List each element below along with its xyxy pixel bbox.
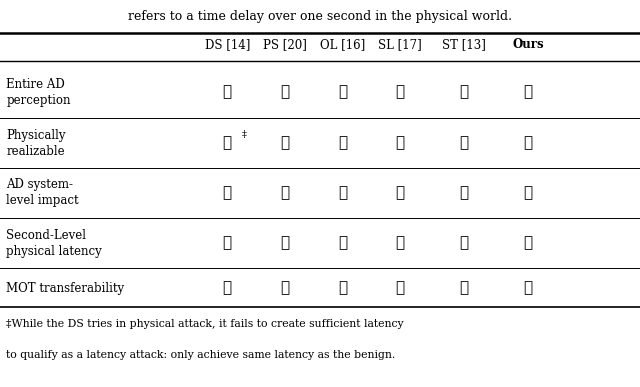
Text: ‡: ‡ [241, 130, 246, 139]
Text: PS [20]: PS [20] [263, 38, 307, 51]
Text: ✗: ✗ [223, 236, 232, 250]
Text: ✓: ✓ [524, 186, 532, 200]
Text: ✗: ✗ [280, 186, 289, 200]
Text: ✓: ✓ [460, 281, 468, 295]
Text: Ours: Ours [512, 38, 544, 51]
Text: ✓: ✓ [524, 236, 532, 250]
Text: ‡While the DS tries in physical attack, it fails to create sufficient latency: ‡While the DS tries in physical attack, … [6, 319, 404, 329]
Text: ✗: ✗ [338, 85, 347, 99]
Text: MOT transferability: MOT transferability [6, 282, 125, 295]
Text: ✗: ✗ [338, 186, 347, 200]
Text: OL [16]: OL [16] [320, 38, 365, 51]
Text: DS [14]: DS [14] [205, 38, 250, 51]
Text: ✗: ✗ [223, 281, 232, 295]
Text: AD system-
level impact: AD system- level impact [6, 178, 79, 207]
Text: ✗: ✗ [338, 136, 347, 150]
Text: ✗: ✗ [460, 136, 468, 150]
Text: ✗: ✗ [223, 85, 232, 99]
Text: ✗: ✗ [280, 281, 289, 295]
Text: ✗: ✗ [338, 236, 347, 250]
Text: ✗: ✗ [280, 85, 289, 99]
Text: ST [13]: ST [13] [442, 38, 486, 51]
Text: ✓: ✓ [460, 186, 468, 200]
Text: to qualify as a latency attack: only achieve same latency as the benign.: to qualify as a latency attack: only ach… [6, 350, 396, 360]
Text: ✓: ✓ [460, 85, 468, 99]
Text: ✗: ✗ [223, 136, 232, 150]
Text: ✗: ✗ [223, 186, 232, 200]
Text: ✗: ✗ [338, 281, 347, 295]
Text: ✗: ✗ [280, 236, 289, 250]
Text: ✓: ✓ [524, 136, 532, 150]
Text: ✗: ✗ [396, 186, 404, 200]
Text: Physically
realizable: Physically realizable [6, 129, 66, 158]
Text: ✗: ✗ [396, 85, 404, 99]
Text: ✗: ✗ [280, 136, 289, 150]
Text: Second-Level
physical latency: Second-Level physical latency [6, 229, 102, 257]
Text: SL [17]: SL [17] [378, 38, 422, 51]
Text: ✓: ✓ [524, 281, 532, 295]
Text: ✗: ✗ [396, 136, 404, 150]
Text: ✗: ✗ [460, 236, 468, 250]
Text: ✗: ✗ [396, 281, 404, 295]
Text: Entire AD
perception: Entire AD perception [6, 78, 71, 106]
Text: ✓: ✓ [524, 85, 532, 99]
Text: ✗: ✗ [396, 236, 404, 250]
Text: refers to a time delay over one second in the physical world.: refers to a time delay over one second i… [128, 10, 512, 23]
